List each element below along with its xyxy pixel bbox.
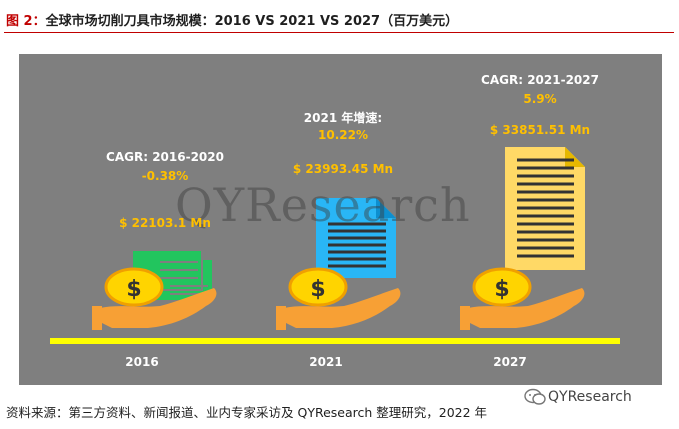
chart-title: 图 2：全球市场切削刀具市场规模：2016 VS 2021 VS 2027（百万… — [6, 10, 674, 29]
cagr-label-2021-2027: CAGR: 2021-2027 — [481, 73, 599, 87]
hand-icon — [276, 288, 401, 330]
growth-label-2021: 2021 年增速: — [303, 111, 383, 125]
title-rule — [4, 32, 674, 33]
brand-name: QYResearch — [548, 389, 632, 405]
coin-icon: $ — [472, 267, 532, 307]
year-label-2016: 2016 — [125, 355, 159, 369]
year-label-2027: 2027 — [493, 355, 527, 369]
figure-label: 图 2： — [6, 14, 46, 29]
value-label-2027: $ 33851.51 Mn — [489, 123, 591, 137]
watermark: QYResearch — [175, 178, 471, 232]
growth-value-2021: 10.22% — [318, 128, 368, 142]
value-label-2021: $ 23993.45 Mn — [292, 162, 394, 176]
baseline — [50, 338, 620, 344]
document-stack-icon — [316, 198, 396, 278]
cagr-value-2021-2027: 5.9% — [523, 92, 557, 106]
hand-icon — [460, 288, 585, 330]
wechat-icon — [524, 388, 546, 405]
year-label-2021: 2021 — [309, 355, 343, 369]
coin-icon: $ — [288, 267, 348, 307]
svg-text:$: $ — [310, 277, 325, 302]
cagr-label-2016-2020: CAGR: 2016-2020 — [106, 150, 224, 164]
svg-text:$: $ — [126, 277, 141, 302]
coin-icon: $ — [104, 267, 164, 307]
value-label-2016: $ 22103.1 Mn — [119, 216, 211, 230]
title-text: 全球市场切削刀具市场规模：2016 VS 2021 VS 2027（百万美元） — [45, 14, 459, 29]
document-stack-icon — [505, 147, 585, 270]
svg-text:$: $ — [494, 277, 509, 302]
hand-icon — [92, 288, 217, 330]
cagr-value-2016-2020: -0.38% — [141, 169, 189, 183]
source-note: 资料来源：第三方资料、新闻报道、业内专家采访及 QYResearch 整理研究，… — [6, 405, 488, 420]
